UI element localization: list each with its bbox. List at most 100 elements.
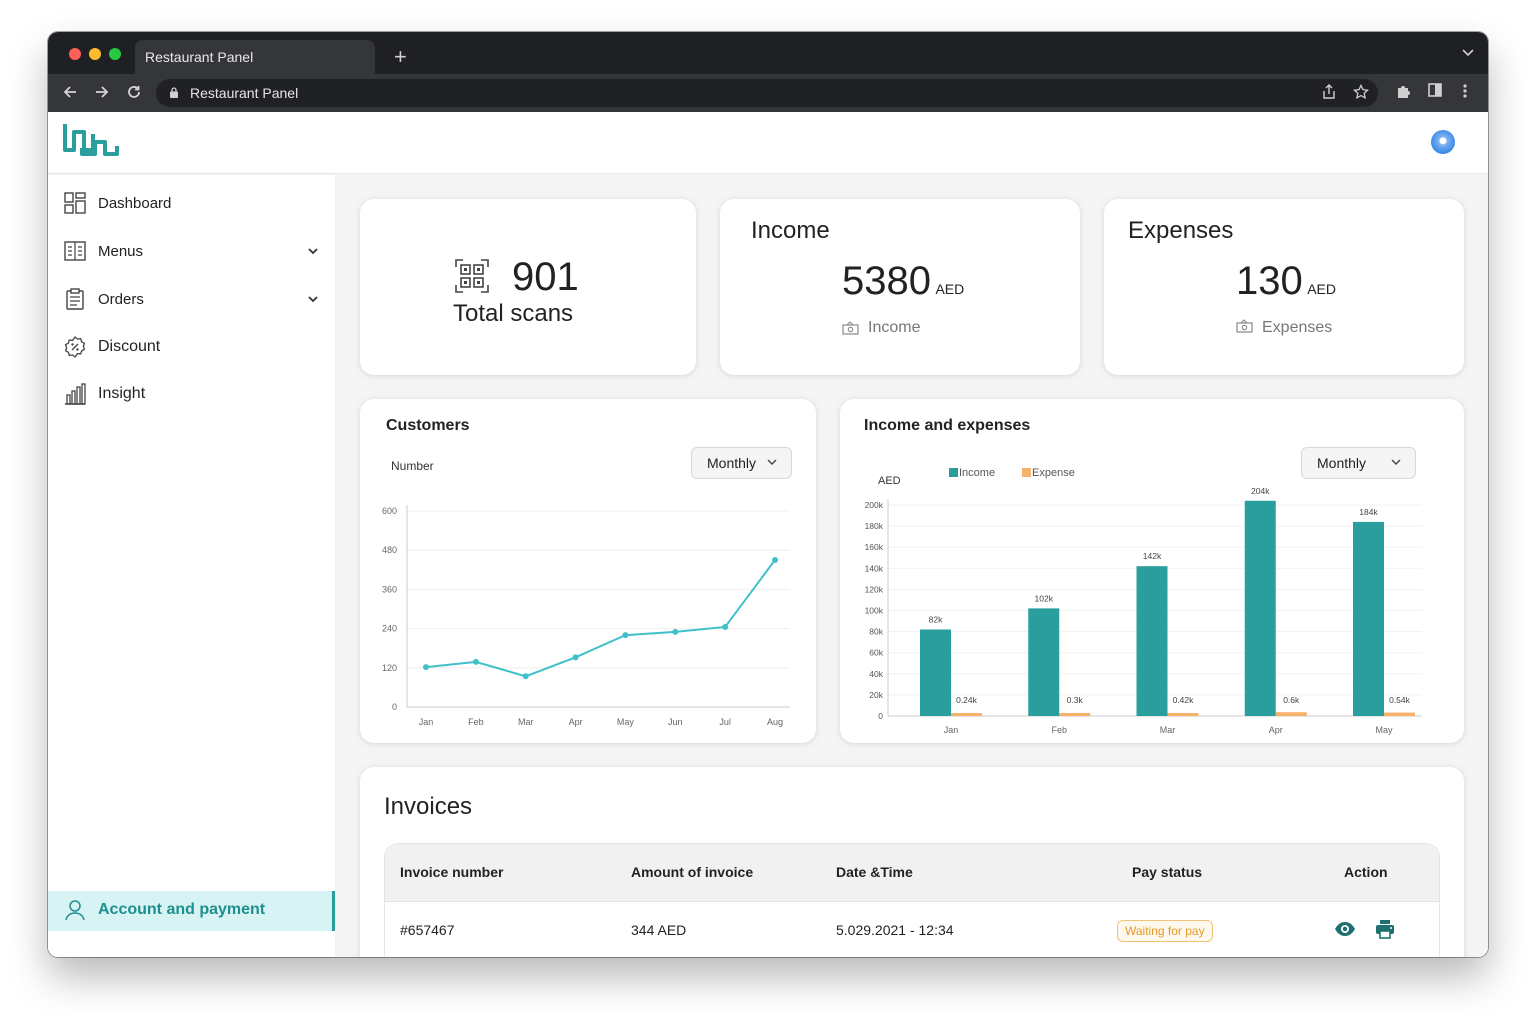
- column-header: Invoice number: [400, 864, 504, 880]
- brand-logo-icon[interactable]: [62, 120, 120, 160]
- minimize-window-button[interactable]: [89, 48, 101, 60]
- lock-icon: [170, 87, 178, 98]
- y-tick-label: 240: [382, 624, 397, 634]
- legend-swatch-income: [949, 468, 958, 477]
- income-data-label: 142k: [1143, 551, 1162, 561]
- income-period-select[interactable]: Monthly: [1301, 447, 1416, 479]
- more-menu-icon[interactable]: [1462, 83, 1468, 99]
- qr-code-icon: [455, 259, 489, 293]
- browser-window: Restaurant Panel + Restaurant Panel: [48, 32, 1488, 957]
- data-point: [622, 632, 629, 639]
- invoices-card: Invoices Invoice number Amount of invoic…: [360, 767, 1464, 957]
- income-bar: [1136, 566, 1168, 716]
- expense-data-label: 0.42k: [1173, 695, 1195, 705]
- expenses-value: 130: [1236, 259, 1303, 303]
- extensions-puzzle-icon[interactable]: [1396, 83, 1412, 99]
- x-tick-label: Jul: [719, 717, 731, 727]
- table-row[interactable]: #657467 344 AED 5.029.2021 - 12:34 Waiti…: [384, 901, 1440, 957]
- column-header: Action: [1344, 864, 1388, 880]
- expense-bar: [1167, 713, 1199, 716]
- income-card: Income 5380 AED Income: [720, 199, 1080, 375]
- x-tick-label: May: [1375, 725, 1393, 735]
- sidebar-item-menus[interactable]: Menus: [48, 231, 335, 271]
- sidebar-item-orders[interactable]: Orders: [48, 279, 335, 319]
- total-scans-value: 901: [512, 255, 579, 299]
- user-avatar[interactable]: [1431, 130, 1455, 154]
- x-tick-label: May: [617, 717, 635, 727]
- customers-period-select[interactable]: Monthly: [691, 447, 792, 479]
- y-tick-label: 140k: [865, 563, 884, 573]
- bookmark-star-icon[interactable]: [1353, 84, 1369, 100]
- cash-icon: [1236, 319, 1253, 333]
- menu-book-icon: [64, 241, 86, 261]
- main-content: 901 Total scans Income 5380 AED Income E…: [335, 175, 1488, 957]
- tab-title: Restaurant Panel: [145, 49, 254, 65]
- status-badge: Waiting for pay: [1117, 920, 1213, 942]
- y-tick-label: 0: [392, 702, 397, 712]
- income-data-label: 184k: [1359, 507, 1378, 517]
- forward-arrow-icon[interactable]: [94, 84, 110, 100]
- expense-bar: [1384, 712, 1415, 716]
- dashboard-icon: [64, 192, 86, 214]
- side-panel-icon[interactable]: [1428, 83, 1442, 97]
- sidebar-item-discount[interactable]: Discount: [48, 327, 335, 367]
- zoom-window-button[interactable]: [109, 48, 121, 60]
- expense-bar: [951, 713, 982, 716]
- x-tick-label: Jan: [419, 717, 434, 727]
- reload-icon[interactable]: [126, 84, 142, 100]
- tab-search-chevron-icon[interactable]: [1462, 46, 1474, 60]
- y-tick-label: 200k: [865, 500, 884, 510]
- chevron-down-icon: [308, 247, 318, 254]
- print-icon[interactable]: [1375, 919, 1395, 939]
- x-tick-label: Feb: [1051, 725, 1067, 735]
- close-window-button[interactable]: [69, 48, 81, 60]
- y-tick-label: 20k: [869, 690, 883, 700]
- sidebar-item-dashboard[interactable]: Dashboard: [48, 183, 335, 223]
- view-eye-icon[interactable]: [1334, 921, 1356, 937]
- income-bar: [1028, 608, 1060, 716]
- legend-swatch-expense: [1022, 468, 1031, 477]
- y-axis-label: AED: [878, 475, 901, 487]
- sidebar-item-insight[interactable]: Insight: [48, 374, 335, 414]
- back-arrow-icon[interactable]: [62, 84, 78, 100]
- y-tick-label: 40k: [869, 669, 883, 679]
- data-point: [672, 628, 679, 635]
- total-scans-label: Total scans: [453, 300, 574, 327]
- sidebar-item-account-and-payment[interactable]: Account and payment: [48, 891, 335, 931]
- data-point: [522, 673, 529, 680]
- browser-tab-bar: Restaurant Panel +: [48, 32, 1488, 74]
- income-expenses-title: Income and expenses: [864, 417, 1031, 434]
- x-tick-label: Jan: [944, 725, 959, 735]
- address-bar[interactable]: Restaurant Panel: [156, 79, 1378, 107]
- share-icon[interactable]: [1322, 84, 1336, 100]
- sidebar-item-label: Dashboard: [98, 194, 172, 212]
- x-tick-label: Apr: [1269, 725, 1283, 735]
- browser-tab[interactable]: Restaurant Panel: [135, 40, 375, 74]
- sidebar-item-label: Menus: [98, 242, 144, 260]
- expenses-unit: AED: [1307, 281, 1336, 297]
- customers-period-value: Monthly: [707, 455, 757, 471]
- new-tab-button[interactable]: +: [394, 44, 407, 69]
- data-point: [722, 623, 729, 630]
- data-point: [423, 664, 429, 671]
- window-controls: [69, 48, 121, 60]
- sidebar-item-label: Discount: [98, 338, 161, 355]
- expenses-card: Expenses 130 AED Expenses: [1104, 199, 1464, 375]
- income-data-label: 82k: [929, 614, 943, 624]
- income-expenses-bar-chart: AED Income Expense 0 20k 40k 60k 80k 100k 120k 140…: [865, 467, 1422, 735]
- y-tick-label: 480: [382, 545, 397, 555]
- y-tick-label: 100k: [865, 606, 884, 616]
- customers-title: Customers: [386, 417, 470, 434]
- income-caption: Income: [868, 319, 921, 336]
- income-title: Income: [751, 217, 830, 244]
- y-tick-label: 360: [382, 584, 397, 594]
- income-bar: [920, 629, 951, 716]
- chevron-down-icon: [1391, 459, 1401, 465]
- income-data-label: 204k: [1251, 486, 1270, 496]
- sidebar-item-label: Account and payment: [98, 901, 266, 918]
- income-bar: [1244, 500, 1276, 716]
- income-bar: [1353, 521, 1384, 716]
- invoice-number: #657467: [400, 922, 455, 938]
- url-text: Restaurant Panel: [190, 85, 299, 101]
- invoice-amount: 344 AED: [631, 922, 687, 938]
